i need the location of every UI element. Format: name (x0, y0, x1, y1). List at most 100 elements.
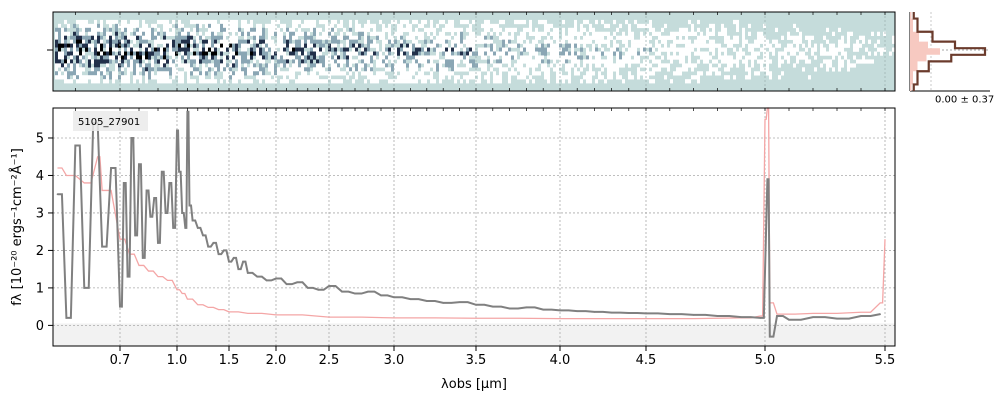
heatmap-cell (73, 47, 76, 52)
heatmap-cell (112, 55, 115, 60)
heatmap-cell (307, 31, 310, 36)
heatmap-cell (64, 67, 67, 72)
heatmap-cell (244, 59, 247, 64)
heatmap-cell (445, 35, 448, 40)
heatmap-cell (127, 67, 130, 72)
heatmap-cell (556, 39, 559, 44)
heatmap-cell (430, 43, 433, 48)
heatmap-cell (130, 63, 133, 68)
heatmap-cell (448, 63, 451, 68)
heatmap-cell (55, 31, 58, 36)
heatmap-cell (412, 71, 415, 76)
heatmap-cell (478, 51, 481, 56)
heatmap-cell (637, 75, 640, 80)
heatmap-cell (145, 35, 148, 40)
heatmap-cell (322, 47, 325, 52)
heatmap-cell (781, 35, 784, 40)
heatmap-cell (241, 31, 244, 36)
heatmap-cell (232, 59, 235, 64)
heatmap-cell (271, 23, 274, 29)
heatmap-cell (760, 59, 763, 64)
heatmap-cell (265, 23, 268, 29)
heatmap-cell (286, 71, 289, 76)
heatmap-cell (634, 47, 637, 52)
heatmap-cell (643, 23, 646, 29)
heatmap-cell (217, 55, 220, 60)
heatmap-cell (208, 63, 211, 68)
heatmap-cell (679, 59, 682, 64)
heatmap-cell (181, 71, 184, 76)
heatmap-cell (298, 67, 301, 72)
heatmap-cell (598, 31, 601, 36)
heatmap-cell (319, 79, 322, 84)
heatmap-cell (523, 67, 526, 72)
heatmap-cell (349, 23, 352, 29)
flux-point (317, 288, 320, 291)
heatmap-cell (58, 75, 61, 80)
heatmap-cell (214, 67, 217, 72)
heatmap-cell (256, 23, 259, 29)
heatmap-cell (763, 67, 766, 72)
heatmap-cell (757, 31, 760, 36)
heatmap-cell (58, 59, 61, 64)
heatmap-cell (709, 63, 712, 68)
heatmap-cell (400, 39, 403, 44)
heatmap-cell (415, 59, 418, 64)
heatmap-cell (340, 23, 343, 29)
heatmap-cell (799, 39, 802, 44)
heatmap-cell (469, 63, 472, 68)
heatmap-cell (205, 79, 208, 84)
heatmap-cell (496, 23, 499, 29)
heatmap-cell (640, 51, 643, 56)
heatmap-cell (172, 43, 175, 48)
heatmap-cell (55, 71, 58, 76)
heatmap-cell (328, 51, 331, 56)
heatmap-cell (67, 71, 70, 76)
heatmap-cell (304, 59, 307, 64)
heatmap-cell (331, 67, 334, 72)
heatmap-cell (223, 43, 226, 48)
heatmap-cell (352, 67, 355, 72)
heatmap-cell (331, 79, 334, 84)
heatmap-cell (745, 59, 748, 64)
heatmap-cell (742, 35, 745, 40)
heatmap-cell (319, 35, 322, 40)
heatmap-cell (589, 59, 592, 64)
heatmap-cell (544, 63, 547, 68)
heatmap-cell (709, 55, 712, 60)
heatmap-cell (226, 71, 229, 76)
heatmap-cell (484, 63, 487, 68)
heatmap-cell (682, 39, 685, 44)
heatmap-cell (238, 63, 241, 68)
heatmap-cell (307, 35, 310, 40)
heatmap-cell (646, 59, 649, 64)
heatmap-cell (274, 79, 277, 84)
heatmap-cell (472, 59, 475, 64)
heatmap-cell (769, 59, 772, 64)
x-tick-label: 5.5 (875, 353, 896, 368)
heatmap-cell (157, 27, 160, 33)
heatmap-cell (310, 75, 313, 80)
heatmap-cell (580, 39, 583, 44)
heatmap-cell (406, 43, 409, 48)
heatmap-cell (220, 35, 223, 40)
heatmap-cell (724, 39, 727, 44)
flux-point (409, 298, 412, 300)
heatmap-cell (364, 31, 367, 36)
x-axis-title: λobs [µm] (441, 377, 507, 392)
heatmap-cell (523, 31, 526, 36)
heatmap-cell (538, 59, 541, 64)
heatmap-cell (436, 23, 439, 29)
heatmap-cell (469, 43, 472, 48)
heatmap-cell (292, 31, 295, 36)
heatmap-cell (364, 39, 367, 44)
heatmap-cell (103, 27, 106, 33)
heatmap-cell (574, 67, 577, 72)
heatmap-cell (538, 31, 541, 36)
heatmap-cell (289, 55, 292, 60)
heatmap-cell (520, 39, 523, 44)
heatmap-cell (349, 63, 352, 68)
heatmap-cell (157, 19, 160, 25)
heatmap-cell (562, 51, 565, 56)
heatmap-cell (313, 19, 316, 25)
